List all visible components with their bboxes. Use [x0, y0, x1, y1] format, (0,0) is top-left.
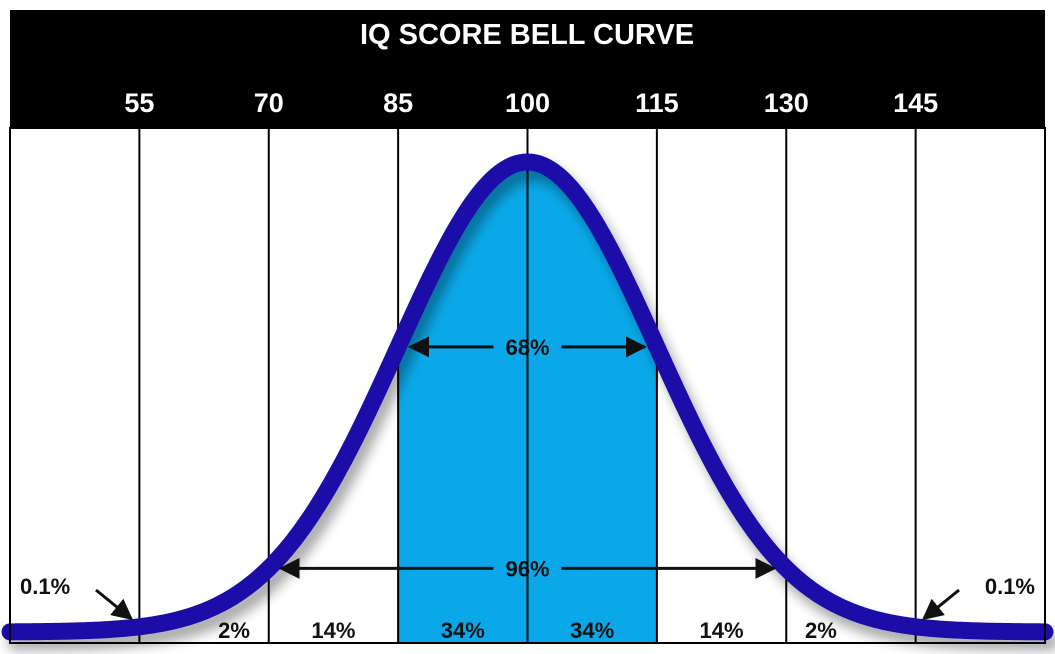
plot-border — [9, 127, 1046, 644]
tail-arrow-left — [95, 588, 134, 621]
range-label-70-130: 96% — [505, 556, 549, 581]
range-label-85-115: 68% — [505, 335, 549, 360]
segment-label-100-115: 34% — [570, 618, 614, 643]
x-tick-label-130: 130 — [764, 88, 809, 118]
segment-label-70-85: 14% — [311, 618, 355, 643]
chart-header — [10, 10, 1045, 128]
x-tick-label-115: 115 — [635, 88, 679, 118]
chart-title: IQ SCORE BELL CURVE — [360, 19, 694, 51]
segment-label-85-100: 34% — [441, 618, 485, 643]
x-tick-label-70: 70 — [254, 88, 284, 118]
x-tick-label-100: 100 — [505, 88, 550, 118]
x-tick-label-85: 85 — [383, 88, 413, 118]
bell-curve-line — [1, 153, 1054, 641]
x-tick-label-145: 145 — [893, 88, 938, 118]
tail-arrow-right — [921, 588, 960, 621]
x-tick-label-55: 55 — [124, 88, 154, 118]
segment-label-right-tail: 0.1% — [985, 574, 1035, 599]
segment-label-130-145: 2% — [805, 618, 837, 643]
segment-label-55-70: 2% — [218, 618, 250, 643]
segment-label-115-130: 14% — [700, 618, 744, 643]
segment-label-left-tail: 0.1% — [20, 574, 70, 599]
